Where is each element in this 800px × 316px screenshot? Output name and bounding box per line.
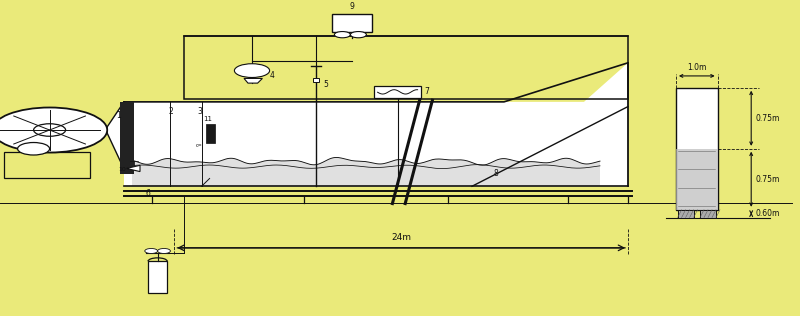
Bar xyxy=(374,86,421,98)
Text: 1.0m: 1.0m xyxy=(687,63,706,71)
Bar xyxy=(184,36,628,99)
Polygon shape xyxy=(244,78,262,83)
Text: 8: 8 xyxy=(494,169,498,178)
Polygon shape xyxy=(107,102,124,169)
Circle shape xyxy=(0,107,107,153)
Text: 11: 11 xyxy=(203,116,213,122)
Text: 4: 4 xyxy=(270,71,274,80)
Bar xyxy=(4,152,90,179)
Text: 9: 9 xyxy=(350,2,354,11)
Text: 7: 7 xyxy=(424,87,429,96)
Circle shape xyxy=(18,143,50,155)
Bar xyxy=(206,125,215,143)
Text: 0.75m: 0.75m xyxy=(755,114,779,123)
Text: c=: c= xyxy=(196,143,202,148)
Circle shape xyxy=(145,248,158,253)
Bar xyxy=(332,14,372,32)
Bar xyxy=(700,210,716,217)
Text: 5: 5 xyxy=(323,80,328,89)
Circle shape xyxy=(158,248,170,253)
Circle shape xyxy=(34,124,66,136)
Circle shape xyxy=(350,32,366,38)
Polygon shape xyxy=(472,78,628,186)
Circle shape xyxy=(334,32,350,38)
Text: 0.60m: 0.60m xyxy=(755,209,779,218)
Circle shape xyxy=(234,64,270,77)
Bar xyxy=(676,88,718,210)
Bar xyxy=(676,149,718,210)
Polygon shape xyxy=(132,157,600,186)
Bar xyxy=(148,261,167,293)
Polygon shape xyxy=(126,165,140,172)
Text: 6: 6 xyxy=(146,189,150,198)
Bar xyxy=(678,210,694,217)
Bar xyxy=(120,102,134,174)
Text: 0.75m: 0.75m xyxy=(755,175,779,184)
Bar xyxy=(313,78,319,82)
Text: 3: 3 xyxy=(198,107,202,116)
Text: 24m: 24m xyxy=(391,233,411,242)
Text: 1: 1 xyxy=(116,112,121,120)
Polygon shape xyxy=(124,63,628,186)
Text: 2: 2 xyxy=(168,107,173,116)
Text: 10: 10 xyxy=(118,167,126,172)
